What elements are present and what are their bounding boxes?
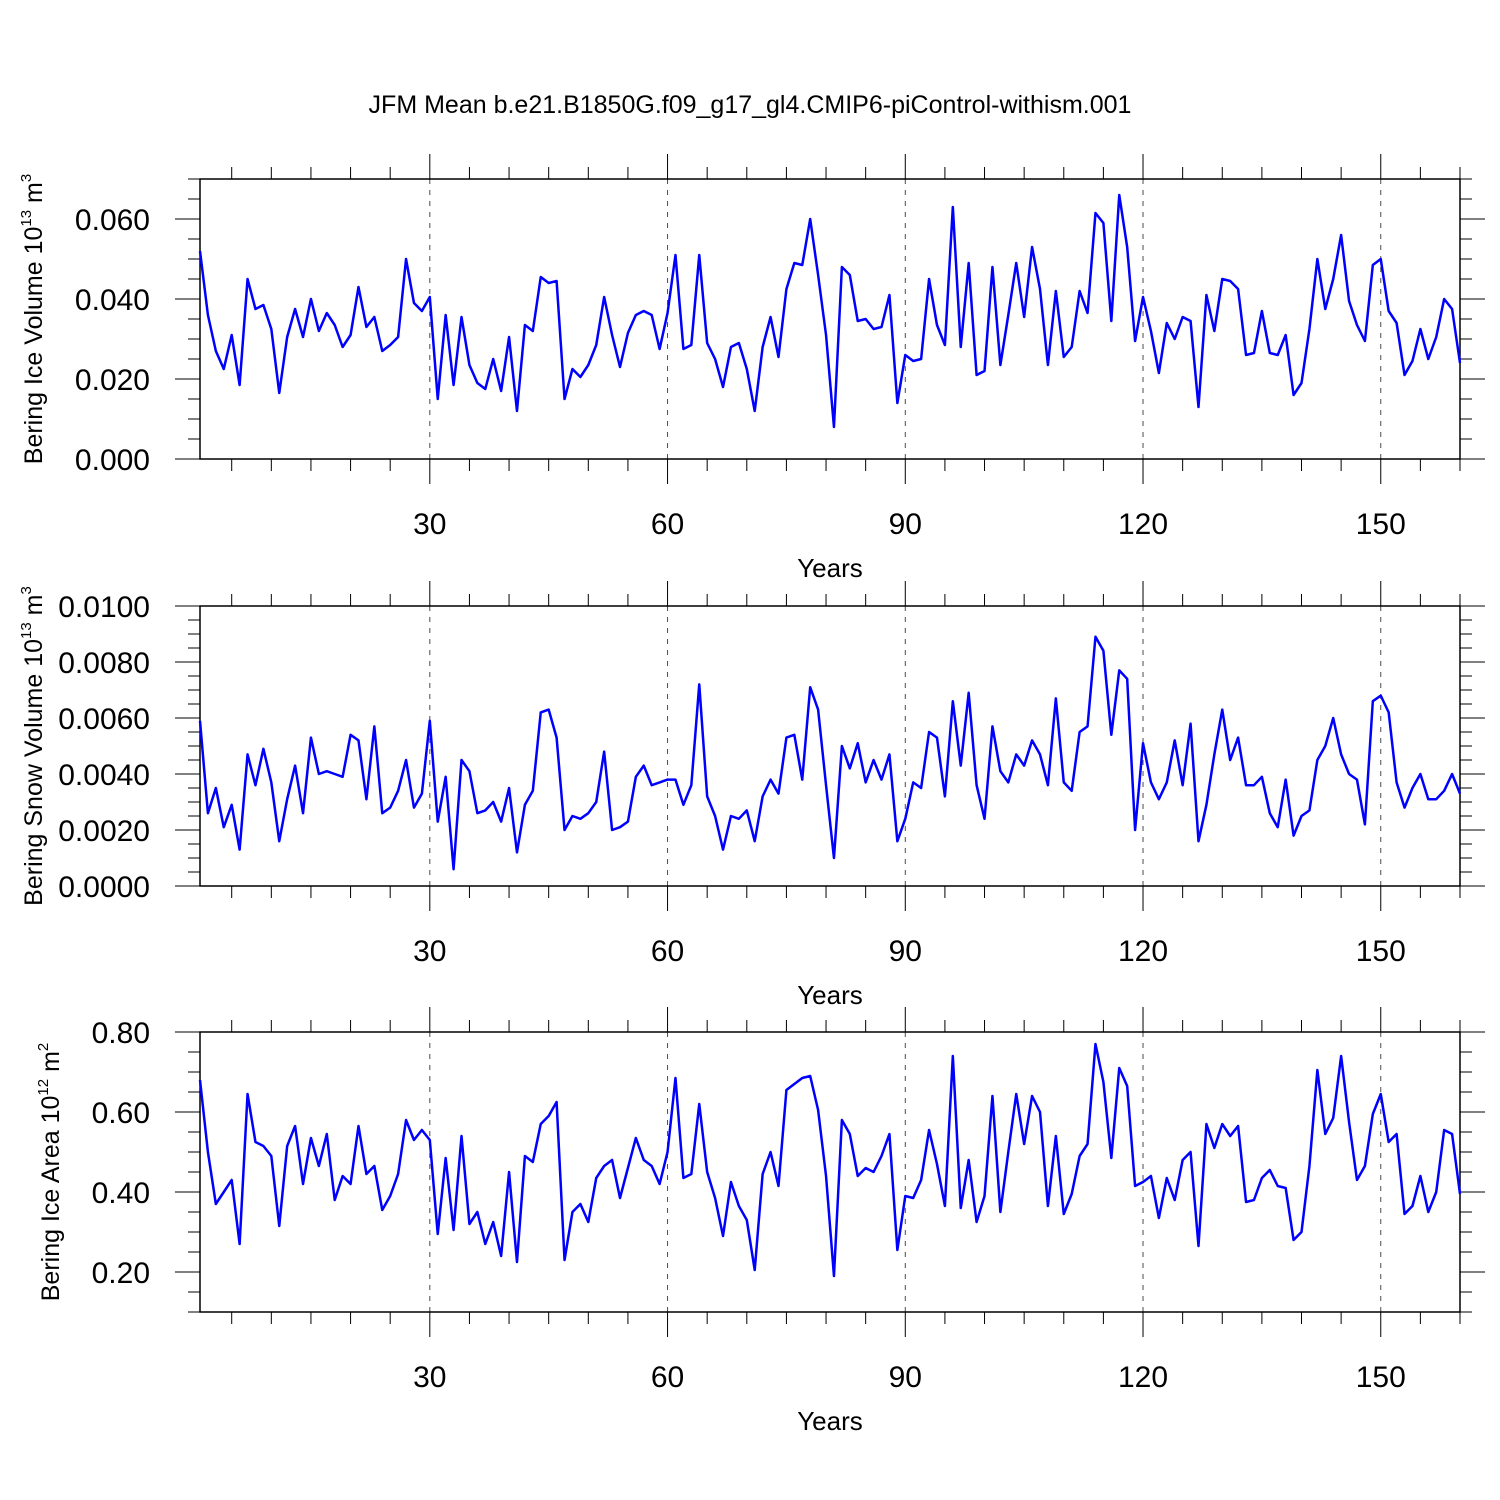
y-tick-label: 0.80 xyxy=(92,1017,150,1050)
plot-frame xyxy=(199,605,1461,887)
series-line xyxy=(198,193,1462,429)
x-tick-label: 150 xyxy=(1356,935,1406,968)
x-axis-label: Years xyxy=(797,1406,863,1436)
panel-snow-volume: 30 60 90 120 150 0.0000 0.0020 0.0040 0.0060 0.00… xyxy=(18,581,1485,1010)
y-tick-label: 0.40 xyxy=(92,1177,150,1210)
y-tick-label: 0.0000 xyxy=(58,871,150,904)
y-tick-label: 0.60 xyxy=(92,1097,150,1130)
x-tick-label: 90 xyxy=(889,1361,922,1394)
x-tick-label: 30 xyxy=(413,935,446,968)
y-tick-label: 0.0040 xyxy=(58,759,150,792)
x-axis-label: Years xyxy=(797,553,863,583)
y-axis-label: Bering Ice Volume 1013 m3 xyxy=(18,174,48,464)
y-axis-label: Bering Ice Area 1012 m2 xyxy=(35,1043,65,1302)
x-tick-label: 120 xyxy=(1118,1361,1168,1394)
x-tick-label: 30 xyxy=(413,508,446,541)
x-tick-label: 150 xyxy=(1356,1361,1406,1394)
y-tick-label: 0.020 xyxy=(75,364,150,397)
y-tick-label: 0.0020 xyxy=(58,815,150,848)
panel-ice-area: 30 60 90 120 150 0.20 0.40 0.60 0.80 Years Bering … xyxy=(35,1007,1485,1436)
x-tick-label: 60 xyxy=(651,935,684,968)
panel-ice-volume: 30 60 90 120 150 0.000 0.020 0.040 0.060 Years Ber… xyxy=(18,154,1485,583)
y-tick-label: 0.060 xyxy=(75,204,150,237)
y-tick-label: 0.000 xyxy=(75,444,150,477)
series-line xyxy=(198,1042,1462,1278)
y-tick-label: 0.20 xyxy=(92,1257,150,1290)
x-tick-label: 90 xyxy=(889,935,922,968)
x-axis-label: Years xyxy=(797,980,863,1010)
y-tick-label: 0.0080 xyxy=(58,647,150,680)
x-tick-label: 150 xyxy=(1356,508,1406,541)
series-line xyxy=(198,635,1462,871)
y-tick-label: 0.040 xyxy=(75,284,150,317)
y-axis-label: Bering Snow Volume 1013 m3 xyxy=(18,586,48,906)
x-tick-label: 60 xyxy=(651,508,684,541)
plot-frame xyxy=(199,178,1461,460)
x-tick-label: 60 xyxy=(651,1361,684,1394)
x-tick-label: 120 xyxy=(1118,508,1168,541)
y-tick-label: 0.0060 xyxy=(58,703,150,736)
plot-frame xyxy=(199,1031,1461,1313)
x-tick-label: 30 xyxy=(413,1361,446,1394)
y-tick-label: 0.0100 xyxy=(58,591,150,624)
x-tick-label: 90 xyxy=(889,508,922,541)
chart-title: JFM Mean b.e21.B1850G.f09_g17_gl4.CMIP6-… xyxy=(369,91,1132,119)
x-tick-label: 120 xyxy=(1118,935,1168,968)
